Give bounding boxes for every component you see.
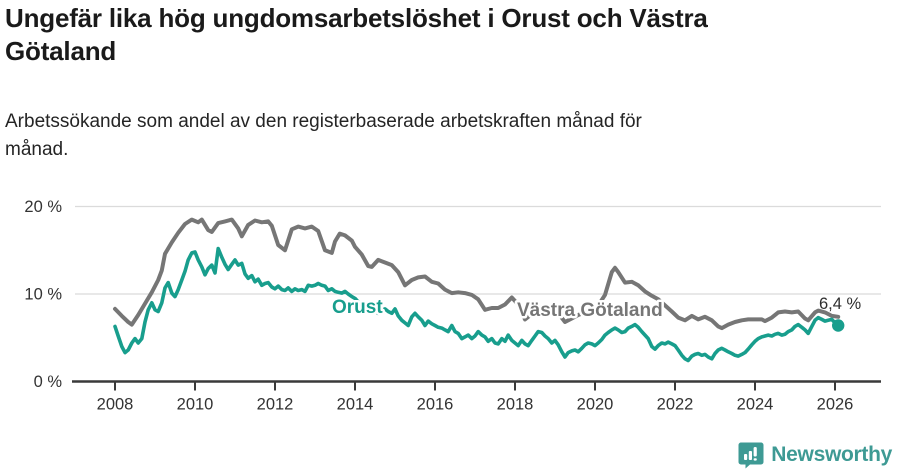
page-title: Ungefär lika hög ungdomsarbetslöshet i O… (5, 2, 835, 68)
y-axis-tick-label: 10 % (24, 286, 62, 304)
x-axis-tick-label: 2016 (417, 396, 454, 414)
x-axis-tick-label: 2008 (97, 396, 134, 414)
x-axis-tick-label: 2010 (177, 396, 214, 414)
bar-tall (749, 451, 753, 460)
page-title-line2: Götaland (5, 36, 117, 66)
chart-subtitle-line2: månad. (5, 139, 69, 160)
exclamation-dot (753, 458, 758, 461)
chart-subtitle-line1: Arbetssökande som andel av den registerb… (5, 111, 642, 132)
newsworthy-logo-icon (738, 442, 764, 469)
bar-small (744, 454, 748, 460)
brand-name[interactable]: Newsworthy (771, 443, 892, 466)
brand-footer[interactable]: Newsworthy (738, 441, 892, 469)
x-axis: 2008 2010 2012 2014 2016 2018 2020 2022 2024 2026 (72, 380, 881, 414)
x-axis-tick-label: 2012 (257, 396, 294, 414)
y-axis-tick-label: 20 % (24, 198, 62, 216)
gridlines: 0 % 10 % 20 % (24, 198, 881, 391)
x-axis-tick-label: 2018 (497, 396, 534, 414)
end-value-annotation: 6,4 % (819, 295, 862, 313)
series-line-v-stra-g-taland (113, 217, 841, 331)
end-point-dot (832, 319, 845, 332)
series-label-v-stra-g-taland: Västra Götaland (517, 300, 663, 321)
x-axis-tick-label: 2014 (337, 396, 374, 414)
page-title-line1: Ungefär lika hög ungdomsarbetslöshet i O… (5, 3, 708, 33)
x-axis-tick-label: 2026 (817, 396, 854, 414)
x-axis-tick-label: 2024 (737, 396, 774, 414)
x-axis-tick-label: 2022 (657, 396, 694, 414)
chart-subtitle: Arbetssökande som andel av den registerb… (5, 108, 825, 164)
series-label-orust: Orust (332, 297, 383, 318)
y-axis-tick-label: 0 % (34, 373, 63, 391)
x-axis-tick-label: 2020 (577, 396, 614, 414)
exclamation-stem (753, 447, 758, 457)
series-line-orust (113, 246, 840, 363)
